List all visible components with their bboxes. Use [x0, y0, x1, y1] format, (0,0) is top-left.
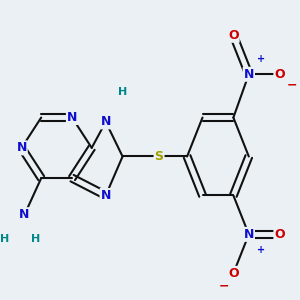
Text: O: O [228, 29, 239, 42]
Text: O: O [274, 68, 285, 81]
Text: −: − [218, 280, 229, 293]
Text: −: − [287, 79, 298, 92]
Text: N: N [19, 208, 30, 221]
Text: N: N [67, 111, 77, 124]
Text: N: N [16, 141, 27, 154]
Text: O: O [228, 267, 239, 280]
Text: N: N [100, 189, 111, 202]
Text: N: N [100, 116, 111, 128]
Text: N: N [19, 208, 30, 221]
Text: N: N [244, 68, 254, 81]
Text: N: N [244, 228, 254, 241]
Text: S: S [154, 150, 164, 163]
Text: H: H [118, 87, 127, 97]
Text: H: H [0, 234, 9, 244]
Text: +: + [257, 244, 266, 254]
Text: +: + [257, 54, 266, 64]
Text: H: H [31, 234, 40, 244]
Text: O: O [274, 228, 285, 241]
